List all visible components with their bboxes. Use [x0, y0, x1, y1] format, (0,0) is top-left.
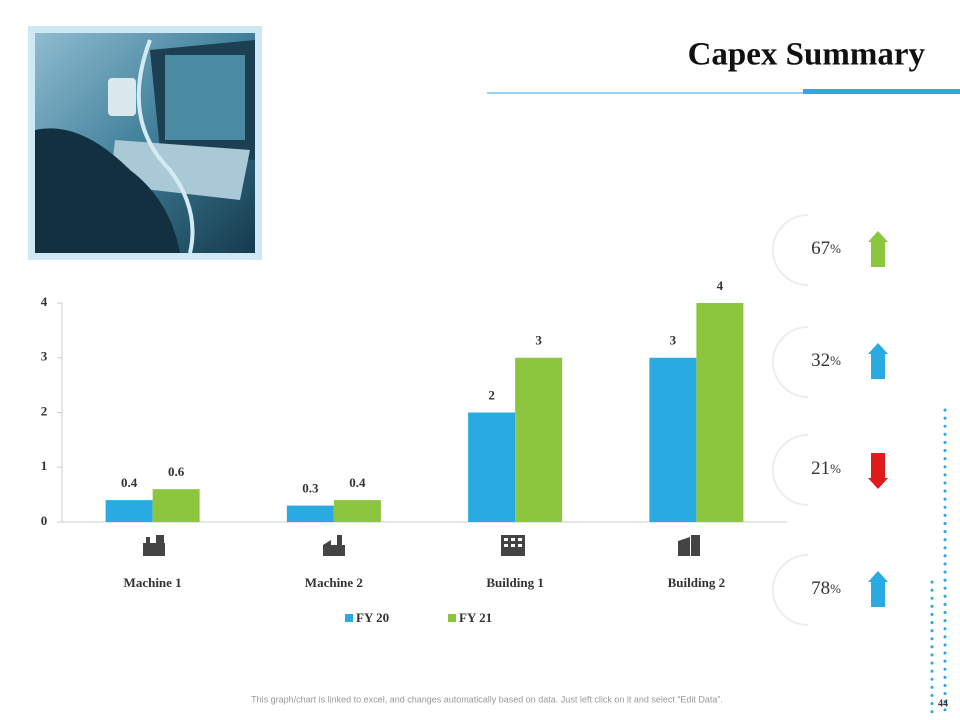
indicator-ring [772, 214, 809, 286]
legend-label: FY 20 [356, 610, 389, 625]
title-rule-accent [803, 89, 960, 94]
y-tick-label: 3 [41, 349, 48, 364]
indicator-ring [772, 434, 809, 506]
y-tick-label: 1 [41, 458, 48, 473]
footer-note: This graph/chart is linked to excel, and… [251, 694, 723, 704]
data-label: 0.4 [349, 475, 366, 490]
legend-swatch [345, 614, 353, 622]
y-tick-label: 0 [41, 513, 48, 528]
indicator-arrow [868, 343, 888, 379]
indicator-value: 67 [811, 238, 830, 259]
indicator-arrow [868, 231, 888, 267]
legend-label: FY 21 [459, 610, 492, 625]
legend-swatch [448, 614, 456, 622]
indicator-text: 32% [811, 350, 841, 371]
dots [930, 408, 947, 717]
bar [286, 505, 334, 522]
indicator-unit: % [830, 353, 841, 368]
indicator-unit: % [830, 461, 841, 476]
bar [696, 303, 744, 522]
data-label: 0.3 [302, 481, 319, 496]
indicator-value: 21 [811, 458, 830, 479]
x-tick-label: Machine 2 [305, 575, 363, 590]
data-label: 0.6 [168, 464, 185, 479]
indicator-value: 78 [811, 578, 830, 599]
category-icons [143, 535, 700, 556]
indicator-arrow [868, 453, 888, 489]
data-label: 0.4 [121, 475, 138, 490]
indicator-text: 67% [811, 238, 841, 259]
data-label: 2 [488, 387, 495, 402]
y-tick-label: 4 [41, 294, 48, 309]
bar [105, 500, 153, 522]
bar [515, 357, 563, 522]
data-label: 4 [717, 278, 724, 293]
photo [28, 26, 262, 260]
data-label: 3 [670, 333, 677, 348]
indicator-unit: % [830, 241, 841, 256]
data-label: 3 [535, 333, 542, 348]
x-tick-label: Building 1 [486, 575, 543, 590]
indicator-unit: % [830, 581, 841, 596]
x-tick-label: Building 2 [668, 575, 725, 590]
bar [649, 357, 697, 522]
x-tick-label: Machine 1 [124, 575, 182, 590]
title: Capex Summary [688, 37, 926, 73]
indicator-arrow [868, 571, 888, 607]
indicator-text: 21% [811, 458, 841, 479]
bar [333, 500, 381, 522]
bar [468, 412, 516, 522]
indicator-text: 78% [811, 578, 841, 599]
indicator-ring [772, 326, 809, 398]
y-tick-label: 2 [41, 403, 48, 418]
indicator-value: 32 [811, 350, 830, 371]
page-number: 44 [938, 698, 948, 709]
indicator-ring [772, 554, 809, 626]
bar [152, 489, 200, 522]
